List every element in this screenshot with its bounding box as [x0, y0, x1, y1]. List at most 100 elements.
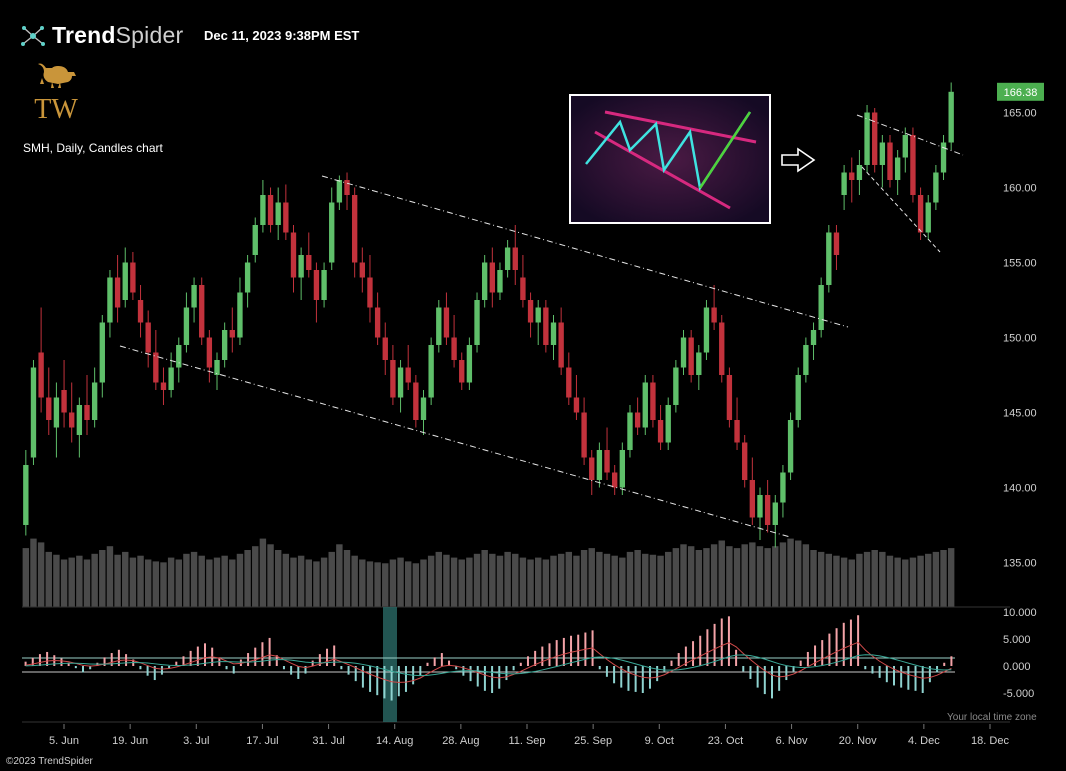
volume-bar: [190, 551, 198, 607]
volume-bar: [305, 559, 312, 607]
volume-bar: [290, 557, 297, 607]
candle-body: [114, 277, 121, 308]
candle: [321, 262, 327, 308]
candle-body: [153, 352, 159, 383]
candle-body: [596, 450, 603, 480]
volume-bar: [703, 548, 710, 607]
candle-body: [665, 405, 671, 443]
volume-bar: [274, 550, 282, 607]
volume-bar: [313, 561, 320, 607]
candle: [933, 165, 939, 210]
volume-bar: [213, 557, 221, 607]
candle-body: [566, 367, 572, 398]
candle: [787, 412, 794, 480]
candle: [374, 292, 381, 345]
candle: [489, 247, 496, 308]
candles: [23, 82, 954, 548]
volume-bar: [129, 557, 137, 607]
volume-bar: [206, 559, 213, 607]
volume-bar: [932, 551, 940, 607]
candle: [199, 277, 205, 345]
candle: [451, 315, 457, 368]
candle: [53, 382, 60, 458]
volume-bar: [489, 553, 496, 607]
volume-bar: [749, 542, 756, 607]
timezone-note: Your local time zone: [947, 712, 1037, 723]
volume-bar: [435, 551, 443, 607]
volume-bar: [30, 538, 37, 607]
candle: [229, 307, 235, 353]
candle: [925, 195, 931, 240]
candle-body: [99, 322, 105, 383]
candle: [329, 187, 335, 270]
candle: [459, 352, 465, 390]
candle-body: [84, 405, 90, 420]
candle-body: [757, 495, 763, 518]
candle: [764, 480, 771, 533]
candle-body: [283, 202, 289, 233]
candle-body: [260, 195, 266, 225]
volume-bar: [917, 555, 924, 607]
candle: [520, 255, 526, 308]
volume-bar: [687, 546, 695, 607]
volume-bar: [871, 550, 878, 607]
volume-bar: [420, 559, 427, 607]
candle-body: [290, 232, 297, 278]
candle: [543, 300, 549, 353]
candle-body: [650, 382, 656, 420]
candle: [550, 315, 557, 360]
candle: [680, 330, 687, 375]
candle: [466, 337, 473, 390]
volume-bar: [366, 561, 374, 607]
candle: [206, 330, 213, 383]
candle: [665, 397, 671, 450]
candle-body: [856, 165, 863, 180]
volume-bar: [718, 540, 725, 607]
candle-body: [130, 262, 136, 293]
candle: [191, 277, 197, 323]
candle: [405, 345, 411, 390]
candle: [795, 367, 801, 428]
candle: [573, 375, 580, 420]
candle-body: [221, 330, 228, 360]
brand-name-light: Spider: [115, 22, 184, 48]
candle-body: [872, 112, 878, 165]
candle-body: [199, 285, 205, 338]
candle-body: [405, 367, 411, 383]
trendspider-icon: [21, 25, 45, 46]
candle: [91, 367, 98, 428]
volume-bar: [795, 540, 802, 607]
candle-body: [910, 135, 916, 195]
volume-bar: [573, 555, 580, 607]
volume-bar: [550, 555, 557, 607]
volume-bar: [580, 550, 588, 607]
volume-bar: [512, 553, 519, 607]
time-tick-label: 3. Jul: [183, 735, 209, 747]
candle-body: [374, 307, 381, 338]
last-price-box: [997, 82, 1044, 101]
volume-bar: [198, 555, 205, 607]
candle-body: [443, 307, 450, 338]
candle-body: [23, 465, 29, 525]
volume-bar: [252, 546, 259, 607]
candle-body: [420, 397, 427, 420]
volume-bar: [351, 555, 358, 607]
candle-body: [61, 390, 67, 413]
candle: [61, 360, 67, 428]
candle-body: [351, 195, 358, 263]
time-tick-label: 5. Jun: [49, 735, 79, 747]
candle: [826, 225, 832, 293]
candle: [122, 247, 128, 308]
candle-body: [176, 345, 182, 368]
candle: [130, 252, 136, 300]
candle-body: [122, 262, 128, 300]
candle: [596, 442, 603, 488]
candle-body: [612, 472, 618, 488]
candle-body: [589, 457, 595, 480]
time-tick-label: 18. Dec: [971, 735, 1009, 747]
candle: [948, 82, 954, 150]
time-tick-label: 23. Oct: [708, 735, 743, 747]
candle: [168, 352, 174, 398]
volume-bar: [909, 557, 917, 607]
